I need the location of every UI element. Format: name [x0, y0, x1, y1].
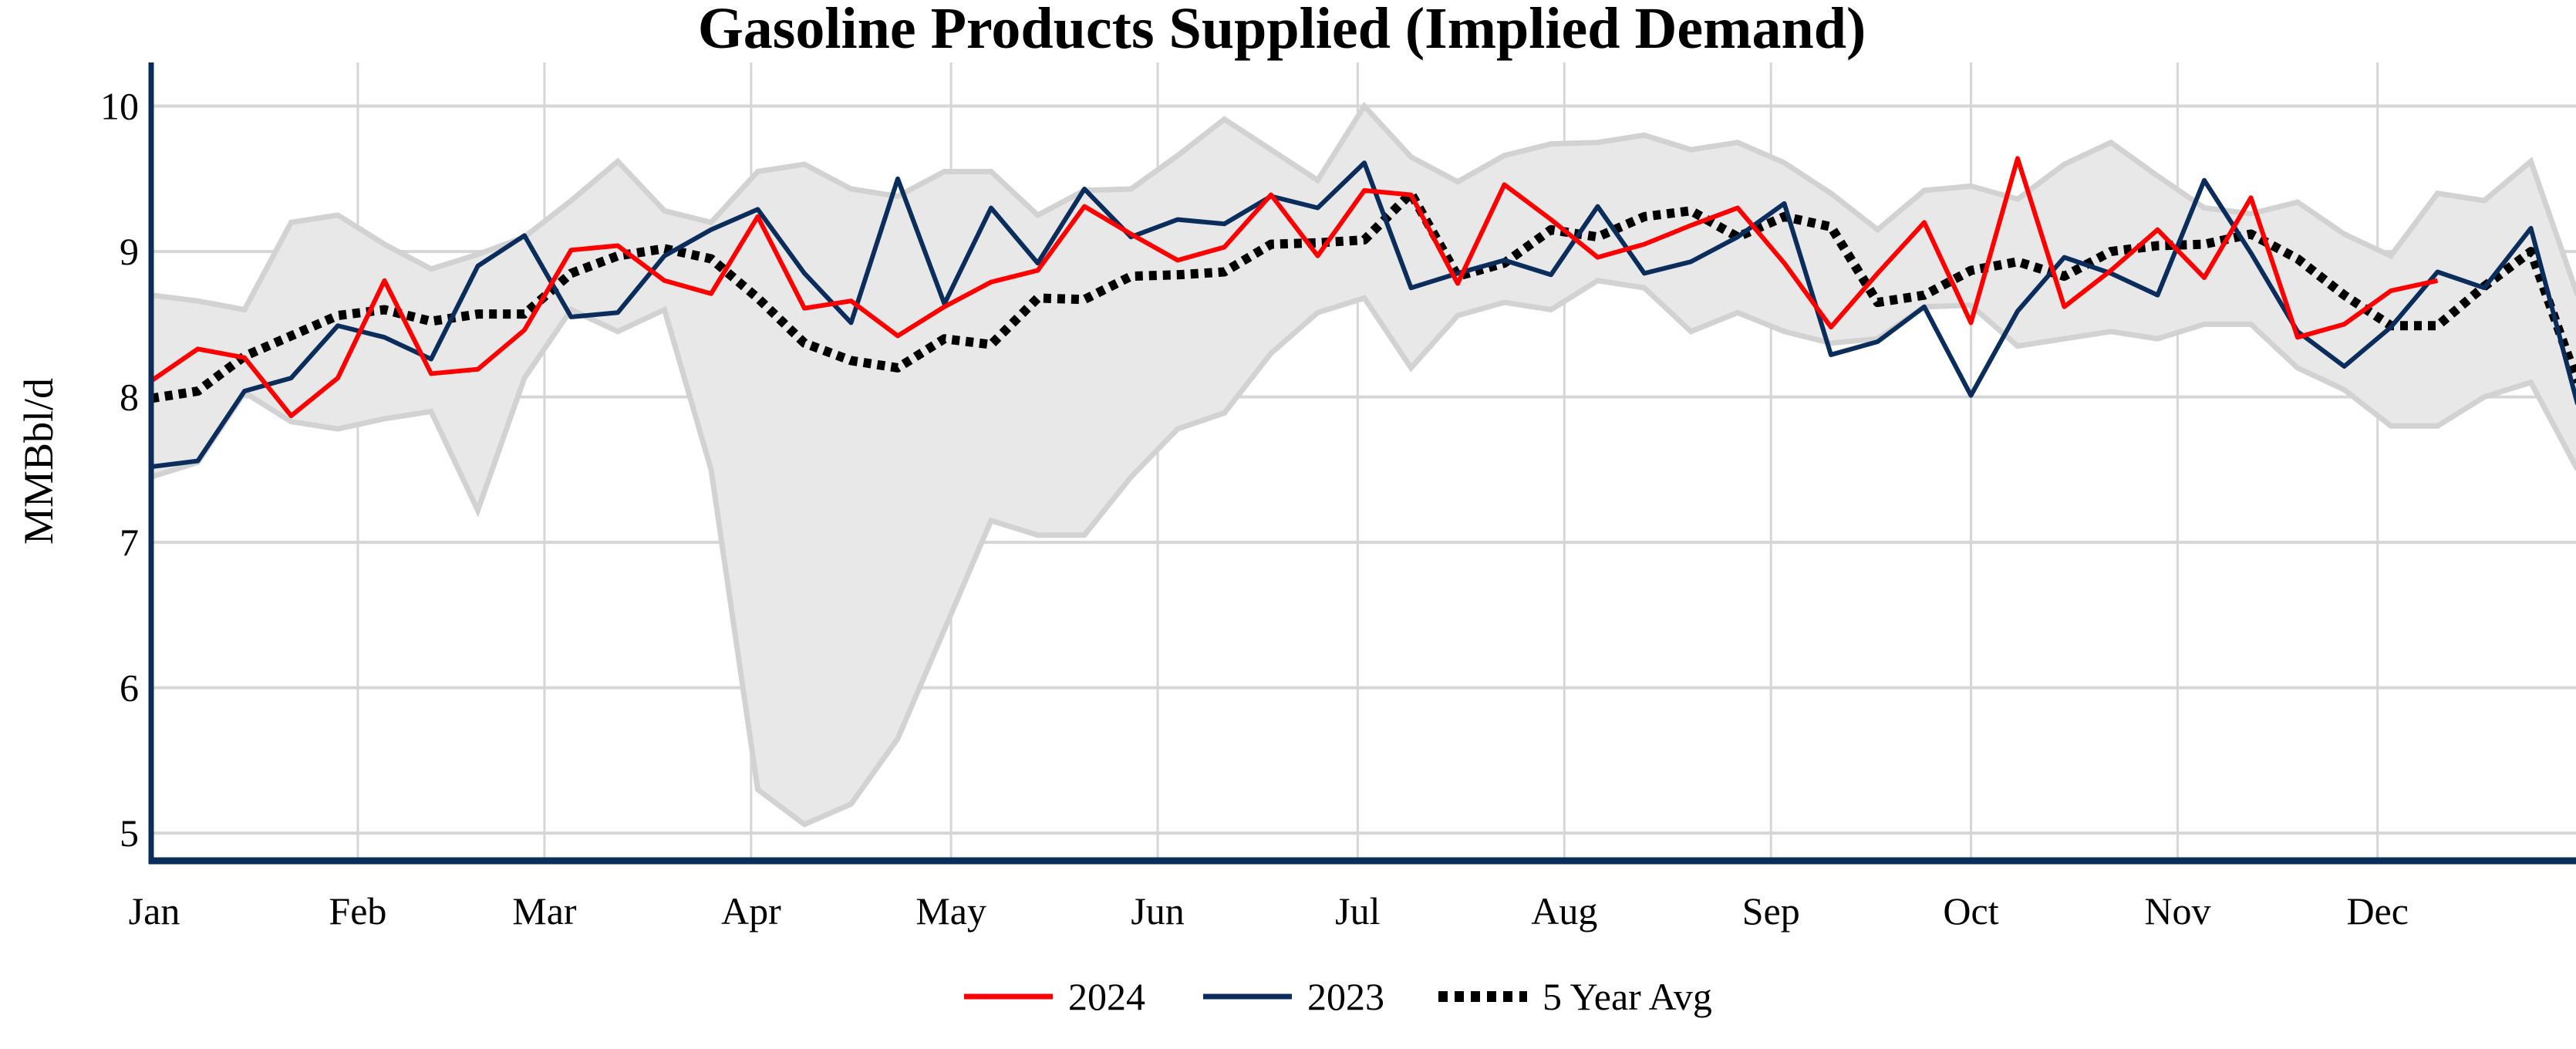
x-tick-label: Aug [1531, 889, 1597, 933]
x-tick-label: Oct [1943, 889, 1998, 933]
x-tick-label: May [915, 889, 986, 933]
legend: 2024 2023 5 Year Avg [964, 975, 1712, 1018]
x-tick-label: Dec [2346, 889, 2409, 933]
legend-label: 5 Year Avg [1543, 975, 1712, 1018]
x-tick-label: Jun [1131, 889, 1184, 933]
x-tick-label: Feb [329, 889, 386, 933]
x-tick-label: Mar [512, 889, 577, 933]
x-tick-label: Apr [721, 889, 781, 933]
legend-label: 2023 [1307, 975, 1384, 1018]
range-band-upper [150, 101, 2576, 313]
range-band [150, 101, 2576, 828]
y-tick-label: 10 [100, 85, 139, 128]
axes: 5 6 7 8 9 10 Jan Feb Mar Apr May Jun Jul Aug Sep Oct Nov… [100, 62, 2576, 933]
y-tick-label: 9 [120, 230, 139, 273]
y-tick-label: 6 [120, 666, 139, 710]
x-tick-label: Jan [129, 889, 180, 933]
series-lines [150, 156, 2576, 470]
y-tick-label: 5 [120, 811, 139, 855]
x-tick-label: Jul [1335, 889, 1380, 933]
x-tick-label: Sep [1742, 889, 1800, 933]
chart-title: Gasoline Products Supplied (Implied Dema… [698, 0, 1866, 61]
y-axis-label: MMBbl/d [15, 378, 62, 545]
legend-label: 2024 [1068, 975, 1145, 1018]
series-line-2024 [150, 156, 2439, 419]
y-tick-label: 8 [120, 376, 139, 419]
y-tick-label: 7 [120, 521, 139, 564]
x-tick-label: Nov [2144, 889, 2210, 933]
range-band-lower [150, 278, 2576, 828]
range-band-area [151, 106, 2576, 825]
